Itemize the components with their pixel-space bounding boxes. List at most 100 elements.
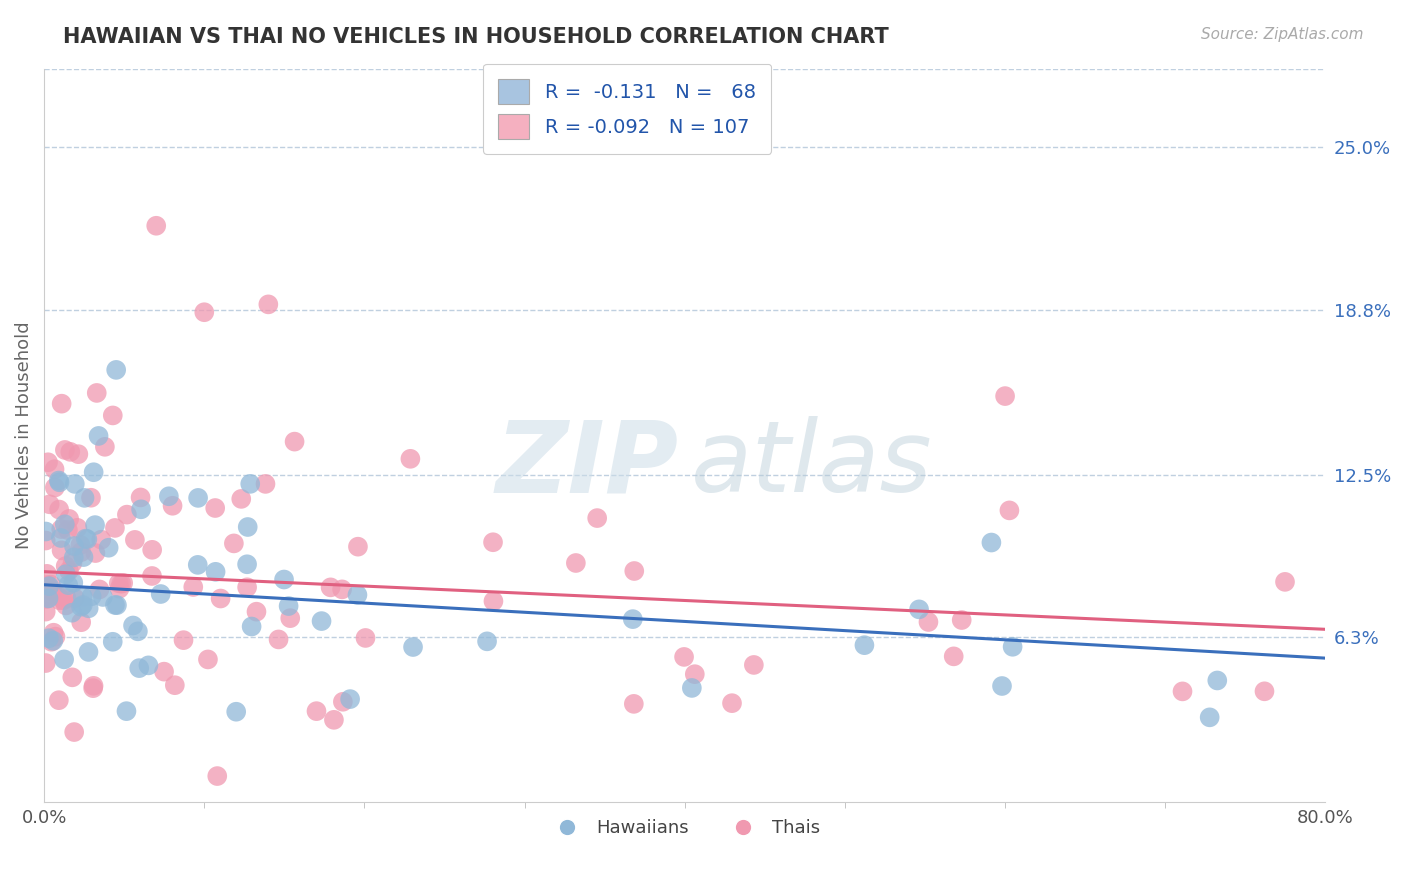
Point: [482, 535, 505, 549]
Point: [101, 409, 124, 423]
Point: [35, 578, 58, 592]
Point: [347, 540, 370, 554]
Point: [107, 576, 129, 591]
Point: [153, 665, 176, 679]
Point: [1253, 684, 1275, 698]
Point: [207, 769, 229, 783]
Point: [683, 667, 706, 681]
Point: [197, 652, 219, 666]
Point: [55, 559, 77, 574]
Point: [53, 652, 76, 666]
Point: [950, 613, 973, 627]
Point: [980, 535, 1002, 549]
Point: [278, 611, 301, 625]
Point: [138, 658, 160, 673]
Point: [998, 503, 1021, 517]
Point: [51, 397, 73, 411]
Point: [39, 577, 62, 591]
Point: [115, 704, 138, 718]
Point: [277, 599, 299, 613]
Point: [94, 440, 117, 454]
Point: [236, 520, 259, 534]
Point: [108, 582, 131, 596]
Point: [104, 598, 127, 612]
Y-axis label: No Vehicles in Household: No Vehicles in Household: [15, 322, 32, 549]
Point: [482, 594, 505, 608]
Point: [586, 511, 609, 525]
Point: [35, 524, 58, 539]
Point: [673, 649, 696, 664]
Point: [145, 219, 167, 233]
Point: [90, 533, 112, 547]
Point: [124, 533, 146, 547]
Point: [46, 589, 69, 603]
Point: [37, 581, 59, 595]
Point: [908, 602, 931, 616]
Point: [917, 615, 939, 629]
Point: [63, 477, 86, 491]
Point: [721, 696, 744, 710]
Point: [181, 580, 204, 594]
Point: [163, 678, 186, 692]
Point: [60, 670, 83, 684]
Point: [193, 305, 215, 319]
Point: [240, 619, 263, 633]
Point: [254, 476, 277, 491]
Point: [49, 531, 72, 545]
Point: [48, 502, 70, 516]
Point: [994, 389, 1017, 403]
Point: [853, 638, 876, 652]
Point: [48, 593, 70, 607]
Point: [105, 363, 128, 377]
Point: [319, 580, 342, 594]
Point: [80, 491, 103, 505]
Point: [681, 681, 703, 695]
Point: [239, 476, 262, 491]
Point: [204, 501, 226, 516]
Point: [73, 491, 96, 505]
Point: [62, 550, 84, 565]
Point: [621, 612, 644, 626]
Point: [35, 589, 58, 603]
Point: [105, 598, 128, 612]
Point: [257, 297, 280, 311]
Point: [80, 589, 103, 603]
Point: [72, 598, 94, 612]
Point: [56, 523, 79, 537]
Point: [245, 605, 267, 619]
Point: [35, 533, 58, 548]
Point: [225, 705, 247, 719]
Point: [187, 491, 209, 505]
Point: [37, 455, 59, 469]
Point: [623, 564, 645, 578]
Point: [89, 582, 111, 597]
Point: [110, 576, 132, 591]
Point: [63, 591, 86, 606]
Point: [162, 499, 184, 513]
Point: [1274, 574, 1296, 589]
Point: [53, 442, 76, 457]
Point: [51, 543, 73, 558]
Point: [742, 657, 765, 672]
Point: [38, 582, 60, 596]
Point: [127, 624, 149, 639]
Point: [284, 434, 307, 449]
Point: [48, 475, 70, 490]
Point: [66, 521, 89, 535]
Point: [231, 491, 253, 506]
Point: [97, 541, 120, 555]
Point: [35, 605, 58, 619]
Point: [267, 632, 290, 647]
Point: [991, 679, 1014, 693]
Point: [86, 386, 108, 401]
Point: [187, 558, 209, 572]
Point: [129, 502, 152, 516]
Point: [112, 576, 135, 591]
Point: [209, 591, 232, 606]
Point: [129, 491, 152, 505]
Point: [42, 625, 65, 640]
Point: [48, 474, 70, 488]
Point: [58, 578, 80, 592]
Point: [42, 633, 65, 648]
Point: [84, 518, 107, 533]
